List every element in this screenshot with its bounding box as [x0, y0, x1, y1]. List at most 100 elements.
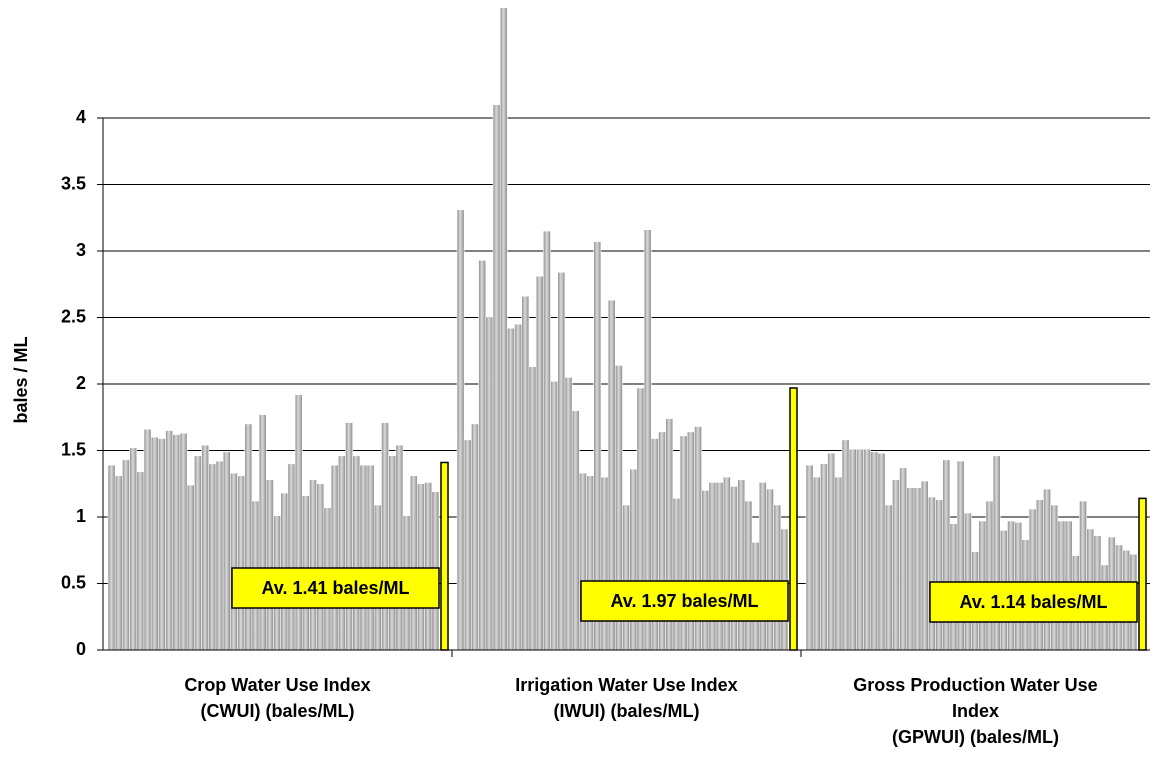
- bar: [165, 430, 174, 651]
- bar: [337, 455, 346, 651]
- bar: [258, 414, 267, 651]
- bar: [841, 439, 850, 651]
- bar: [622, 504, 630, 651]
- bar: [194, 455, 202, 651]
- bar: [550, 381, 559, 651]
- bar: [863, 448, 872, 651]
- bar: [899, 467, 908, 651]
- bar: [499, 7, 508, 651]
- bar: [287, 463, 296, 651]
- bar: [330, 464, 339, 651]
- bar: [1028, 508, 1037, 651]
- bar: [244, 423, 253, 651]
- bar: [424, 482, 433, 651]
- bar: [579, 472, 587, 651]
- x-tick-label: Irrigation Water Use Index: [515, 675, 737, 695]
- y-tick-label: 0.5: [61, 572, 86, 592]
- bar: [1079, 500, 1087, 651]
- average-label: Av. 1.41 bales/ML: [261, 578, 409, 598]
- bar: [629, 468, 638, 651]
- bar: [129, 447, 138, 651]
- bar: [366, 464, 375, 651]
- bar: [215, 460, 224, 651]
- bar: [122, 459, 130, 651]
- y-tick-label: 4: [76, 107, 86, 127]
- average-label-box: [231, 567, 440, 609]
- bar: [543, 230, 551, 651]
- bar: [737, 479, 746, 651]
- bar: [150, 436, 159, 651]
- bar: [521, 295, 530, 651]
- bar: [1050, 504, 1059, 651]
- y-tick-label: 1: [76, 506, 86, 526]
- bar: [208, 463, 217, 651]
- x-tick-label: (IWUI) (bales/ML): [554, 701, 700, 721]
- bar: [201, 444, 210, 651]
- bar: [1035, 499, 1044, 651]
- bar: [701, 490, 710, 651]
- bar: [388, 455, 397, 651]
- bar: [564, 377, 573, 651]
- bar: [456, 209, 465, 651]
- bar: [352, 455, 361, 651]
- bar: [136, 471, 145, 651]
- bar: [571, 410, 580, 651]
- bar: [985, 500, 994, 651]
- y-tick-label: 1.5: [61, 439, 86, 459]
- y-tick-label: 2: [76, 373, 86, 393]
- bar: [722, 476, 731, 651]
- bar: [920, 480, 929, 651]
- bar: [935, 499, 944, 651]
- bar: [672, 498, 681, 651]
- average-bar: [789, 387, 798, 651]
- bar: [758, 482, 767, 651]
- y-axis-title: bales / ML: [11, 336, 31, 423]
- bar: [856, 448, 864, 651]
- bar: [222, 451, 231, 651]
- bar: [827, 452, 836, 651]
- bar: [230, 472, 238, 651]
- x-tick-label: Index: [952, 701, 999, 721]
- bar: [805, 464, 814, 651]
- bar: [870, 451, 879, 651]
- bar: [463, 439, 472, 651]
- bar: [172, 434, 181, 651]
- bar: [812, 476, 821, 651]
- y-tick-label: 3: [76, 240, 86, 260]
- average-label-box: [929, 581, 1138, 623]
- bar: [928, 496, 936, 651]
- bar: [294, 394, 303, 651]
- bar: [535, 275, 544, 651]
- bar: [766, 488, 774, 651]
- y-tick-label: 3.5: [61, 173, 86, 193]
- bar: [471, 423, 479, 651]
- bar: [834, 476, 843, 651]
- bar: [906, 487, 915, 651]
- x-tick-label: Gross Production Water Use: [853, 675, 1097, 695]
- bar: [586, 475, 595, 651]
- bar: [744, 500, 753, 651]
- y-tick-label: 2.5: [61, 306, 86, 326]
- x-tick-label: Crop Water Use Index: [184, 675, 370, 695]
- x-tick-label: (CWUI) (bales/ML): [201, 701, 355, 721]
- average-bar: [1138, 497, 1147, 651]
- bar: [820, 463, 828, 651]
- bar: [309, 479, 317, 651]
- average-label: Av. 1.97 bales/ML: [610, 591, 758, 611]
- bar: [913, 487, 922, 651]
- bar: [345, 422, 353, 651]
- bar: [381, 422, 389, 651]
- bar: [107, 464, 116, 651]
- bar: [114, 475, 123, 651]
- bar: [877, 452, 886, 651]
- bar: [492, 104, 501, 651]
- bar: [884, 504, 893, 651]
- bar: [528, 366, 537, 651]
- bar: [359, 464, 368, 651]
- bar: [395, 444, 404, 651]
- bar: [848, 448, 857, 651]
- bar: [514, 323, 523, 651]
- bar: [179, 432, 188, 651]
